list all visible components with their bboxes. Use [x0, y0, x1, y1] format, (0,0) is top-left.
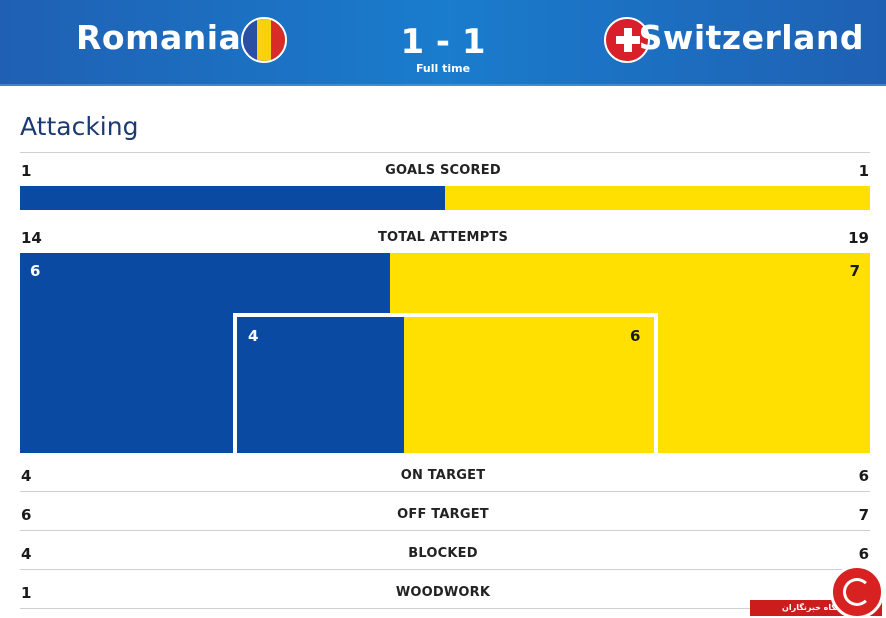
- off-target-away: 7: [858, 506, 869, 524]
- attempts-inner-home: [237, 317, 404, 453]
- blocked-home: 4: [21, 545, 32, 563]
- watermark-logo-icon: [830, 565, 884, 618]
- goals-bar: [20, 186, 870, 210]
- flag-stripe-yellow: [257, 19, 271, 61]
- attempts-outer-away-value: 7: [849, 262, 860, 280]
- attempts-outer-home-value: 6: [30, 262, 41, 280]
- header-divider: [0, 84, 886, 86]
- divider: [20, 491, 870, 492]
- match-score: 1 - 1: [400, 22, 486, 62]
- on-target-label: ON TARGET: [400, 468, 486, 483]
- section-title: Attacking: [20, 112, 139, 141]
- woodwork-label: WOODWORK: [395, 585, 491, 600]
- attempts-inner-away-value: 6: [630, 327, 641, 345]
- attempts-away-value: 19: [848, 229, 869, 247]
- woodwork-home: 1: [21, 584, 32, 602]
- goals-bar-home: [20, 186, 445, 210]
- on-target-away: 6: [858, 467, 869, 485]
- goals-label: GOALS SCORED: [385, 163, 501, 178]
- romania-flag-icon: [241, 17, 287, 63]
- blocked-away: 6: [858, 545, 869, 563]
- flag-cross-horizontal: [616, 36, 640, 44]
- divider: [20, 608, 870, 609]
- divider: [20, 530, 870, 531]
- goals-bar-away: [445, 186, 870, 210]
- match-header: Romania 1 - 1 Full time Switzerland: [0, 0, 886, 86]
- on-target-home: 4: [21, 467, 32, 485]
- watermark-ring: [843, 578, 871, 606]
- divider: [20, 152, 870, 153]
- off-target-label: OFF TARGET: [397, 507, 489, 522]
- switzerland-flag-icon: [604, 17, 650, 63]
- attempts-goal-frame: [233, 313, 658, 453]
- blocked-label: BLOCKED: [408, 546, 478, 561]
- away-team-name[interactable]: Switzerland: [638, 18, 864, 57]
- attempts-inner-away: [403, 317, 654, 453]
- off-target-home: 6: [21, 506, 32, 524]
- goals-home-value: 1: [21, 162, 32, 180]
- flag-stripe-red: [271, 19, 285, 61]
- divider: [20, 569, 870, 570]
- attempts-inner-home-value: 4: [248, 327, 259, 345]
- home-team-name[interactable]: Romania: [76, 18, 242, 57]
- match-status: Full time: [415, 62, 471, 75]
- goals-away-value: 1: [858, 162, 869, 180]
- flag-stripe-blue: [243, 19, 257, 61]
- attempts-home-value: 14: [21, 229, 42, 247]
- attempts-label: TOTAL ATTEMPTS: [377, 230, 509, 245]
